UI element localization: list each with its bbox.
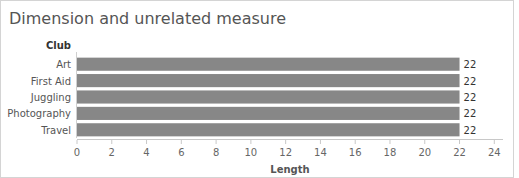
x-tick-label: 2 [109,147,115,158]
x-tick [459,140,460,144]
x-tick [494,140,495,144]
x-tick [320,140,321,144]
category-label: Art [56,59,71,70]
bars [77,58,460,137]
data-label: 22 [464,76,477,87]
data-label: 22 [464,125,477,136]
data-label: 22 [464,108,477,119]
bar [77,74,460,87]
x-axis-line [77,139,503,140]
x-tick-label: 14 [314,147,327,158]
x-tick [77,140,78,144]
x-tick [111,140,112,144]
x-tick [424,140,425,144]
y-axis-line [76,52,77,138]
chart-svg: Dimension and unrelated measureClubArt22… [0,0,519,178]
x-tick-label: 20 [418,147,431,158]
x-tick-label: 8 [213,147,219,158]
x-tick-label: 0 [74,147,80,158]
x-tick [285,140,286,144]
category-label: Photography [7,108,71,119]
x-tick-label: 6 [178,147,184,158]
category-label: Juggling [30,92,71,103]
bar [77,58,460,71]
title: Dimension and unrelated measure [9,9,286,28]
x-tick-label: 4 [143,147,149,158]
category-label: Travel [40,125,71,136]
bar [77,90,460,103]
x-tick-label: 24 [488,147,501,158]
x-tick-label: 12 [279,147,292,158]
x-axis-title: Length [270,164,309,175]
bar [77,107,460,120]
x-tick [250,140,251,144]
x-tick [146,140,147,144]
frame [1,1,514,178]
x-tick-label: 18 [384,147,397,158]
x-tick-label: 10 [245,147,258,158]
bar [77,123,460,136]
y-axis-title: Club [46,40,71,51]
data-label: 22 [464,59,477,70]
x-tick [181,140,182,144]
category-label: First Aid [31,76,71,87]
x-tick [216,140,217,144]
x-tick [355,140,356,144]
data-label: 22 [464,92,477,103]
x-tick-label: 16 [349,147,362,158]
x-tick [389,140,390,144]
x-tick-label: 22 [453,147,466,158]
chart-container: Dimension and unrelated measureClubArt22… [0,0,519,178]
